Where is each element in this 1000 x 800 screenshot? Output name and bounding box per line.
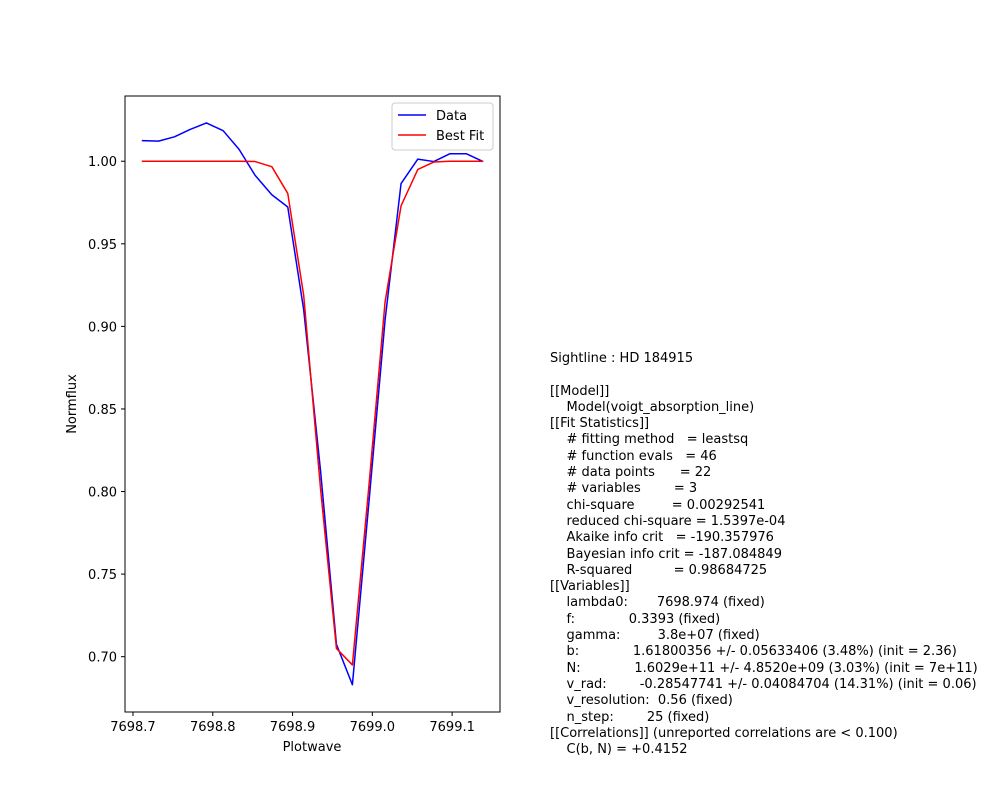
report-line: v_resolution: 0.56 (fixed): [550, 693, 733, 709]
report-line: reduced chi-square = 1.5397e-04: [550, 513, 786, 529]
report-line: [[Model]]: [550, 383, 610, 399]
report-line: [[Correlations]] (unreported correlation…: [550, 725, 898, 741]
series-layer: [141, 122, 484, 686]
report-line: N: 1.6029e+11 +/- 4.8520e+09 (3.03%) (in…: [550, 660, 978, 676]
report-line: Model(voigt_absorption_line): [550, 399, 755, 415]
report-line: Bayesian info crit = -187.084849: [550, 546, 782, 562]
x-tick-label: 7698.8: [190, 720, 236, 735]
report-line: Akaike info crit = -190.357976: [550, 530, 774, 546]
fit-report: Sightline : HD 184915 [[Model]] Model(vo…: [550, 351, 990, 758]
y-tick-label: 0.95: [88, 238, 117, 253]
legend-label-data: Data: [436, 109, 467, 124]
report-line: # variables = 3: [550, 481, 698, 497]
report-line: C(b, N) = +0.4152: [550, 742, 688, 758]
report-line: b: 1.61800356 +/- 0.05633406 (3.48%) (in…: [550, 644, 957, 660]
plot-frame: [124, 95, 501, 713]
y-tick-label: 0.90: [88, 320, 117, 335]
x-axis-label: Plotwave: [283, 740, 342, 755]
report-line: f: 0.3393 (fixed): [550, 611, 721, 627]
y-axis-label: Normflux: [65, 374, 80, 434]
y-tick-label: 0.75: [88, 568, 117, 583]
x-tick-label: 7699.1: [429, 720, 475, 735]
legend-label-best-fit: Best Fit: [436, 129, 484, 144]
report-line: v_rad: -0.28547741 +/- 0.04084704 (14.31…: [550, 676, 977, 692]
report-line: chi-square = 0.00292541: [550, 497, 766, 513]
report-line: # fitting method = leastsq: [550, 432, 749, 448]
report-line: # data points = 22: [550, 465, 712, 481]
y-axis: 0.70 0.75 0.80 0.85 0.90 0.95 1.00: [88, 155, 125, 666]
series-line-best-fit: [141, 160, 484, 666]
report-line: [550, 367, 990, 383]
x-tick-label: 7698.9: [270, 720, 316, 735]
report-line: Sightline : HD 184915: [550, 351, 694, 366]
legend: Data Best Fit: [391, 102, 494, 151]
report-line: lambda0: 7698.974 (fixed): [550, 595, 765, 611]
x-tick-label: 7698.7: [110, 720, 156, 735]
report-line: # function evals = 46: [550, 448, 717, 464]
y-tick-label: 1.00: [88, 155, 117, 170]
report-line: n_step: 25 (fixed): [550, 709, 710, 725]
y-tick-label: 0.70: [88, 651, 117, 666]
report-line: R-squared = 0.98684725: [550, 562, 768, 578]
x-tick-label: 7699.0: [350, 720, 396, 735]
y-tick-label: 0.80: [88, 486, 117, 501]
report-line: [[Variables]]: [550, 579, 630, 595]
x-axis: 7698.7 7698.8 7698.9 7699.0 7699.1: [110, 712, 475, 735]
y-tick-label: 0.85: [88, 403, 117, 418]
report-line: [[Fit Statistics]]: [550, 416, 650, 432]
report-line: gamma: 3.8e+07 (fixed): [550, 628, 760, 644]
